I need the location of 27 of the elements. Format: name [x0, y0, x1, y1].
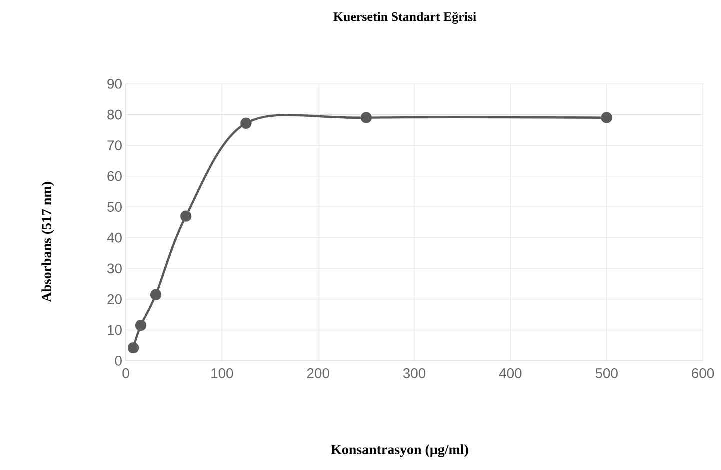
x-tick-label: 200 — [307, 368, 330, 378]
y-tick-label: 10 — [108, 325, 122, 336]
y-tick-label: 90 — [108, 79, 122, 89]
y-tick-label: 20 — [108, 294, 122, 304]
y-tick-label: 50 — [108, 202, 122, 212]
y-tick-label: 30 — [108, 264, 122, 274]
x-tick-label: 100 — [212, 368, 234, 378]
point — [240, 118, 252, 129]
point — [128, 342, 140, 354]
point — [150, 289, 162, 300]
y-axis-title: Absorbans (517 nm) — [42, 182, 54, 302]
point — [180, 210, 192, 222]
point — [135, 320, 147, 332]
y-tick-label: 80 — [108, 110, 122, 120]
x-tick-label: 500 — [596, 368, 618, 378]
chart-title: Kuersetin Standart Eğrisi — [334, 12, 476, 24]
x-axis-title: Konsantrasyon (µg/ml) — [331, 444, 468, 458]
point — [360, 112, 372, 124]
x-tick-label: 300 — [403, 368, 426, 378]
x-tick-label: 600 — [692, 368, 714, 378]
y-tick-label: 70 — [108, 140, 122, 150]
x-tick-label: 0 — [122, 368, 130, 378]
point — [601, 112, 612, 124]
x-tick-label: 400 — [499, 368, 522, 378]
y-tick-label: 40 — [107, 232, 122, 243]
y-tick-label: 0 — [115, 356, 122, 366]
y-tick-label: 60 — [108, 171, 122, 182]
